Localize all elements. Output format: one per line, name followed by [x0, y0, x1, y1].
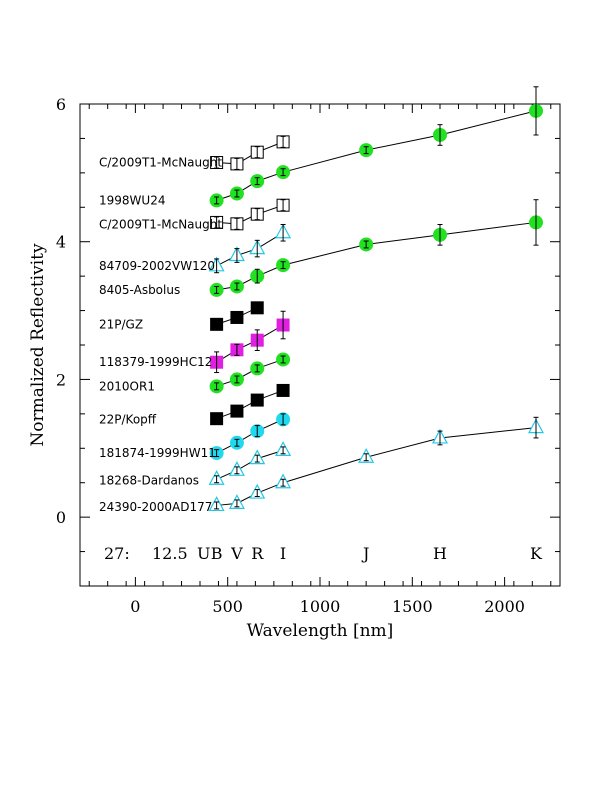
band-label: B — [211, 544, 223, 563]
series-label: C/2009T1-McNaught — [99, 156, 222, 170]
series — [210, 198, 290, 231]
series — [210, 310, 290, 374]
series-layer — [208, 86, 545, 512]
series-label: 21P/GZ — [99, 317, 143, 331]
series-line — [216, 389, 284, 420]
series-line — [216, 110, 537, 201]
series-line — [216, 141, 284, 165]
series — [210, 301, 264, 331]
series — [209, 199, 543, 297]
y-tick-label: 6 — [56, 95, 66, 114]
series-label: 118379-1999HC12 — [99, 355, 212, 369]
x-tick-label: 1000 — [300, 597, 341, 616]
x-tick-label: 1500 — [392, 597, 433, 616]
series-line — [216, 418, 284, 454]
y-tick-label: 4 — [56, 233, 66, 252]
panel-magnitude: 12.5 — [152, 544, 188, 563]
panel-number: 27: — [104, 544, 130, 563]
band-label: K — [530, 544, 543, 563]
series-line — [216, 221, 537, 291]
series-labels: C/2009T1-McNaught 1998WU24 C/2009T1-McNaug… — [99, 156, 222, 514]
series — [208, 223, 292, 274]
y-tick-label: 2 — [56, 370, 66, 389]
band-label: H — [433, 544, 447, 563]
series — [210, 135, 290, 171]
series — [209, 412, 291, 461]
series-label: 22P/Kopff — [99, 412, 157, 426]
series-line — [216, 204, 284, 225]
band-annotations: 27: 12.5 U B V R I J H K — [104, 544, 543, 563]
series — [208, 441, 292, 485]
axis-ticks: 0 500 1000 1500 2000 0 2 4 6 — [56, 95, 560, 616]
band-label: I — [280, 544, 286, 563]
y-tick-label: 0 — [56, 508, 66, 527]
band-label: U — [197, 544, 210, 563]
series-label: 1998WU24 — [99, 193, 165, 207]
x-axis-label: Wavelength [nm] — [247, 621, 394, 641]
series-label: 84709-2002VW120 — [99, 259, 215, 273]
series-line — [216, 358, 284, 387]
series-label: 24390-2000AD177 — [99, 500, 212, 514]
series-label: 8405-Asbolus — [99, 283, 180, 297]
y-axis-label: Normalized Reflectivity — [28, 243, 48, 447]
series-line — [216, 324, 284, 363]
band-label: V — [230, 544, 243, 563]
series-line — [216, 427, 537, 506]
series-label: 2010OR1 — [99, 379, 155, 393]
x-tick-label: 2000 — [484, 597, 525, 616]
x-tick-label: 0 — [130, 597, 140, 616]
x-tick-label: 500 — [212, 597, 243, 616]
series — [209, 352, 291, 394]
series-label: 18268-Dardanos — [99, 474, 199, 488]
series-line — [216, 232, 284, 267]
series — [209, 86, 543, 208]
band-label: R — [251, 544, 264, 563]
series — [210, 383, 290, 426]
series — [208, 416, 545, 512]
band-label: J — [361, 544, 369, 563]
series-label: C/2009T1-McNaught — [99, 218, 222, 232]
series-label: 181874-1999HW11 — [99, 446, 216, 460]
series-line — [216, 449, 284, 480]
